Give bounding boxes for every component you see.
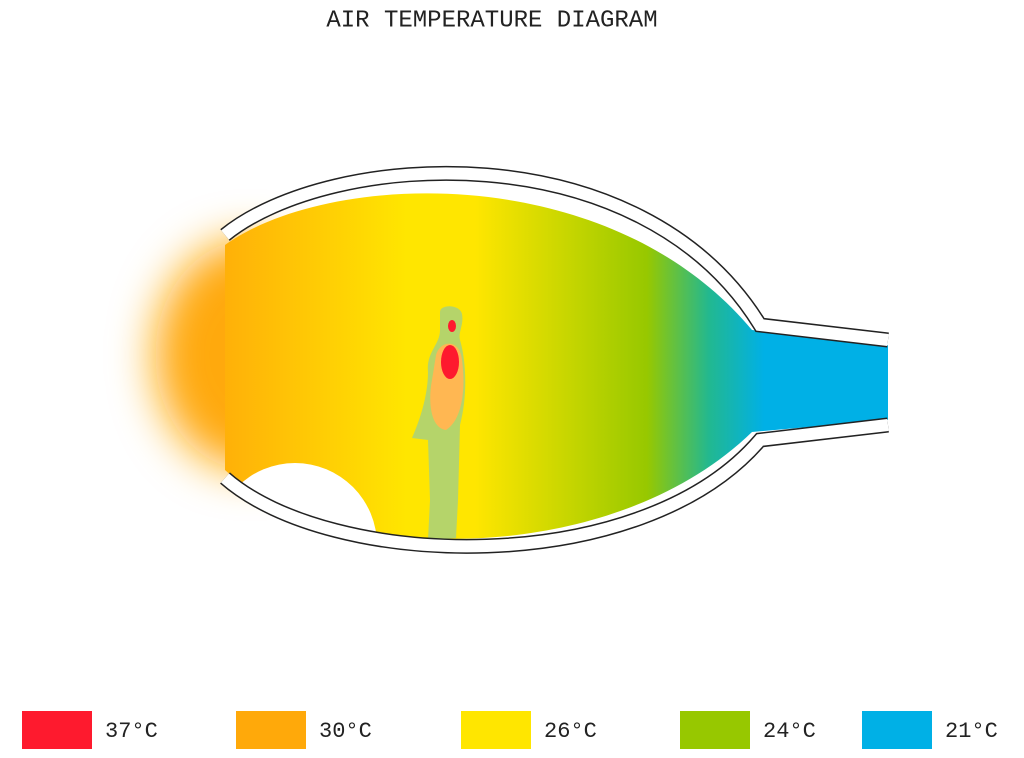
legend-swatch <box>862 711 932 749</box>
legend-label: 26°C <box>544 719 597 744</box>
head-heat <box>448 320 456 332</box>
legend-swatch <box>461 711 531 749</box>
legend-label: 37°C <box>105 719 158 744</box>
legend-label: 24°C <box>763 719 816 744</box>
legend-swatch <box>22 711 92 749</box>
person <box>412 306 466 540</box>
legend-label: 21°C <box>945 719 998 744</box>
wall-top <box>221 167 889 346</box>
legend-swatch <box>680 711 750 749</box>
legend-label: 30°C <box>319 719 372 744</box>
air-field <box>155 193 888 539</box>
legend: 37°C 30°C 26°C 24°C 21°C <box>22 711 998 749</box>
air-gradient <box>225 193 888 539</box>
wall-bottom <box>221 419 889 553</box>
title: AIR TEMPERATURE DIAGRAM <box>326 7 657 34</box>
core-heat <box>441 345 459 379</box>
walls <box>220 165 889 554</box>
legend-swatch <box>236 711 306 749</box>
